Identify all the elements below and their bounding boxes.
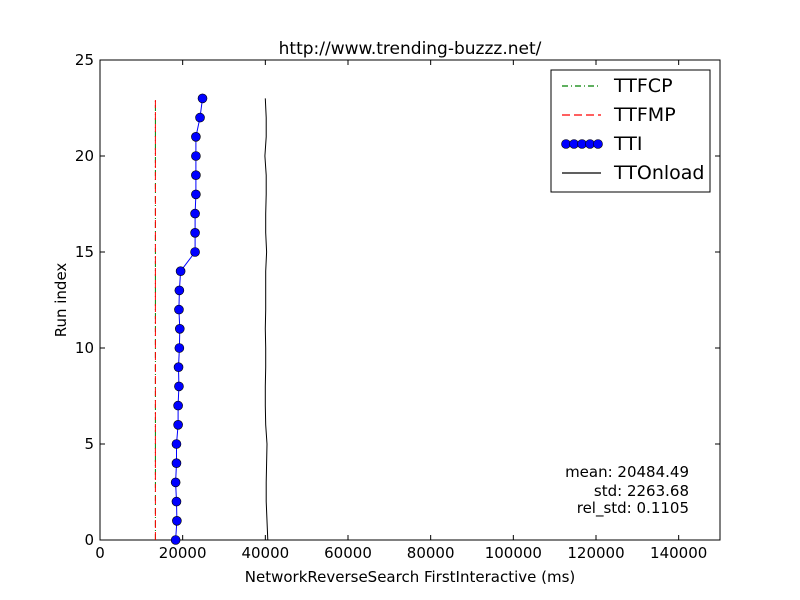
y-tick-label: 15 xyxy=(75,243,94,261)
data-point-tti xyxy=(174,285,185,296)
x-tick-label: 60000 xyxy=(324,544,372,562)
data-point-tti xyxy=(195,112,205,123)
data-point-tti xyxy=(174,381,184,392)
y-axis-label: Run index xyxy=(52,263,70,338)
y-tick-label: 10 xyxy=(75,339,94,357)
data-point-tti xyxy=(171,439,182,449)
stat-std: std: 2263.68 xyxy=(594,482,689,500)
data-point-tti xyxy=(171,496,182,507)
data-point-tti xyxy=(170,477,181,488)
legend-items: TTFCP TTFMP TTI TTOnload xyxy=(561,75,704,184)
x-axis: 0 20000 40000 60000 80000 100000 120000 140000 xyxy=(95,60,707,562)
legend-label-ttonload: TTOnload xyxy=(613,162,704,184)
legend-label-ttfcp: TTFCP xyxy=(613,75,673,97)
legend-label-tti: TTI xyxy=(613,133,642,155)
legend-box xyxy=(550,69,711,193)
legend-marker-tti xyxy=(569,139,579,149)
y-axis: 0 5 10 15 20 25 xyxy=(75,51,720,549)
data-point-tti xyxy=(191,132,201,142)
data-point-tti xyxy=(190,247,200,257)
stats-box: mean: 20484.49 std: 2263.68 rel_std: 0.1… xyxy=(565,463,689,518)
data-point-tti xyxy=(173,419,183,430)
data-point-tti xyxy=(190,208,200,219)
data-point-tti xyxy=(174,323,185,334)
chart-title: http://www.trending-buzzz.net/ xyxy=(279,39,542,59)
legend-marker-tti xyxy=(593,139,603,149)
data-point-tti xyxy=(191,189,201,200)
x-tick-label: 0 xyxy=(95,544,105,562)
y-tick-label: 25 xyxy=(75,51,94,69)
x-tick-label: 20000 xyxy=(159,544,207,562)
data-point-tti xyxy=(171,458,182,469)
legend-marker-tti xyxy=(577,139,587,149)
x-axis-label: NetworkReverseSearch FirstInteractive (m… xyxy=(245,568,576,586)
stat-mean: mean: 20484.49 xyxy=(565,463,689,481)
legend: TTFCP TTFMP TTI TTOnload xyxy=(550,69,711,193)
series-layer xyxy=(154,93,269,545)
data-point-tti xyxy=(191,151,201,161)
data-point-tti xyxy=(170,535,181,545)
data-point-tti xyxy=(197,93,208,104)
x-tick-label: 100000 xyxy=(485,544,542,562)
data-point-tti xyxy=(172,515,182,526)
y-tick-label: 0 xyxy=(84,531,94,549)
x-tick-label: 120000 xyxy=(567,544,624,562)
data-point-tti xyxy=(173,362,184,373)
x-tick-label: 40000 xyxy=(241,544,289,562)
y-tick-label: 20 xyxy=(75,147,94,165)
data-point-tti xyxy=(174,343,185,353)
data-point-tti xyxy=(174,304,184,315)
legend-marker-tti xyxy=(561,139,571,149)
x-tick-label: 80000 xyxy=(407,544,455,562)
x-tick-label: 140000 xyxy=(650,544,707,562)
stat-rel-std: rel_std: 0.1105 xyxy=(577,499,689,518)
legend-label-ttfmp: TTFMP xyxy=(613,104,676,126)
y-tick-label: 5 xyxy=(84,435,94,453)
data-point-tti xyxy=(173,400,183,411)
data-point-tti xyxy=(175,266,186,277)
legend-marker-tti xyxy=(585,139,595,149)
data-point-tti xyxy=(190,228,200,238)
series-line-ttonload xyxy=(264,98,269,541)
data-point-tti xyxy=(191,170,201,180)
